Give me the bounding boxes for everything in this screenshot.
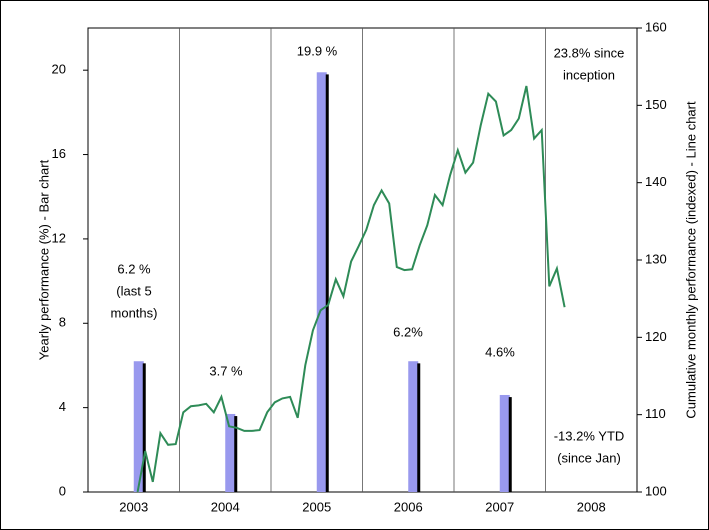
annotation: 19.9 %	[297, 43, 338, 58]
y-tick-label: 0	[59, 483, 66, 498]
annotation: 6.2%	[393, 324, 423, 339]
x-tick-label: 2005	[302, 499, 331, 514]
bar	[234, 416, 238, 492]
y2-tick-label: 100	[645, 483, 667, 498]
y-tick-label: 8	[59, 315, 66, 330]
bar	[325, 74, 329, 493]
x-tick-label: 2004	[211, 499, 240, 514]
annotation: 23.8% since	[554, 45, 625, 60]
annotation: -13.2% YTD	[554, 428, 625, 443]
annotation: 6.2 %	[117, 261, 151, 276]
bar	[408, 361, 419, 492]
index-line	[136, 85, 566, 493]
y-tick-label: 4	[59, 399, 66, 414]
annotation: (since Jan)	[557, 450, 621, 465]
bar	[225, 413, 236, 492]
y2-tick-label: 160	[645, 19, 667, 34]
annotation: 4.6%	[485, 344, 515, 359]
bar	[316, 72, 327, 493]
bar	[417, 363, 421, 492]
bar	[499, 394, 510, 492]
x-tick-label: 2003	[119, 499, 148, 514]
x-tick-label: 2006	[394, 499, 423, 514]
x-tick-label: 2008	[577, 499, 606, 514]
y2-axis-label: Cumulative monthly performance (indexed)…	[683, 101, 698, 419]
bar	[133, 361, 144, 492]
annotation: inception	[563, 67, 615, 82]
y2-tick-label: 130	[645, 251, 667, 266]
x-tick-label: 2007	[485, 499, 514, 514]
y2-tick-label: 150	[645, 97, 667, 112]
y2-tick-label: 120	[645, 329, 667, 344]
annotation: (last 5	[116, 283, 151, 298]
bar	[142, 363, 146, 492]
y-tick-label: 12	[52, 230, 66, 245]
annotation: 3.7 %	[209, 363, 243, 378]
annotation: months)	[111, 305, 158, 320]
y-tick-label: 16	[52, 146, 66, 161]
y2-tick-label: 140	[645, 174, 667, 189]
y2-tick-label: 110	[645, 406, 666, 421]
y-tick-label: 20	[52, 62, 66, 77]
y-axis-label: Yearly performance (%) - Bar chart	[36, 159, 51, 360]
bar	[508, 397, 512, 492]
